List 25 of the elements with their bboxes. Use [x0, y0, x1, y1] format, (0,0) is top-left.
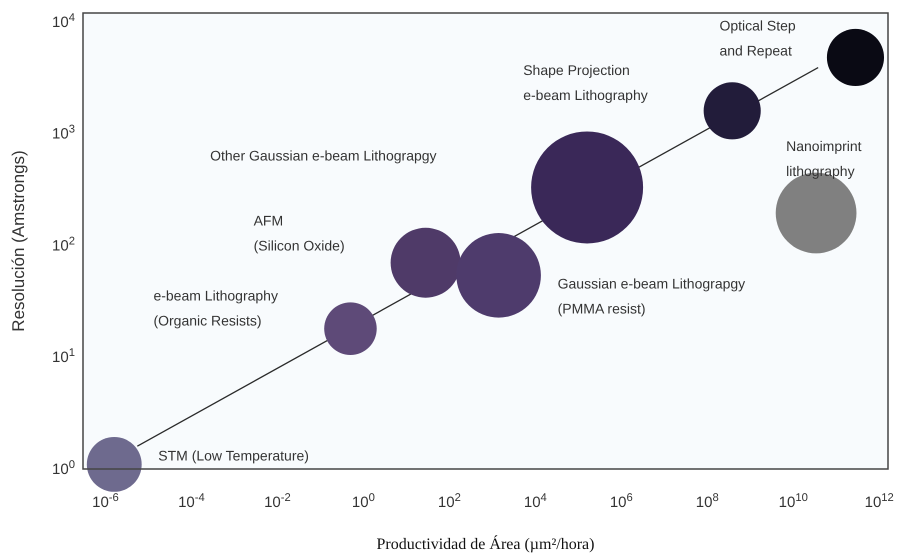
x-tick-label: 10$^{-6}$: [92, 492, 119, 511]
x-tick-label: 10$^{12}$: [864, 492, 894, 511]
annotation: e-beam Lithography (Organic Resists): [153, 288, 278, 329]
x-axis-title: Productividad de Área (µm²/hora): [376, 535, 594, 553]
x-tick-label: 10$^{-4}$: [178, 492, 205, 511]
y-tick-label: 10$^{3}$: [52, 124, 75, 143]
x-tick-label: 10$^{8}$: [696, 492, 719, 511]
annotation: Shape Projection e-beam Lithography: [523, 62, 648, 103]
x-tick-label: 10$^{4}$: [524, 492, 547, 511]
x-tick-label: 10$^{6}$: [610, 492, 633, 511]
y-tick-label: 10$^{2}$: [52, 235, 75, 254]
x-tick-label: 10$^{-2}$: [264, 492, 291, 511]
y-axis-title: Resolución (Amstrongs): [9, 150, 28, 332]
annotation: STM (Low Temperature): [158, 447, 309, 464]
annotation: Other Gaussian e-beam Lithograpgy: [210, 147, 437, 164]
annotation: Gaussian e-beam Lithograpgy (PMMA resist): [558, 275, 746, 316]
y-tick-label: 10$^{4}$: [52, 12, 75, 31]
y-tick-label: 10$^{0}$: [52, 459, 75, 478]
annotation: Nanoimprint lithography: [786, 138, 862, 180]
x-tick-label: 10$^{10}$: [778, 492, 808, 511]
x-tick-label: 10$^{0}$: [352, 492, 375, 511]
annotation: Optical Step and Repeat: [719, 17, 796, 58]
x-tick-label: 10$^{2}$: [438, 492, 461, 511]
y-tick-label: 10$^{1}$: [52, 347, 75, 366]
annotation: AFM (Silicon Oxide): [254, 212, 345, 254]
